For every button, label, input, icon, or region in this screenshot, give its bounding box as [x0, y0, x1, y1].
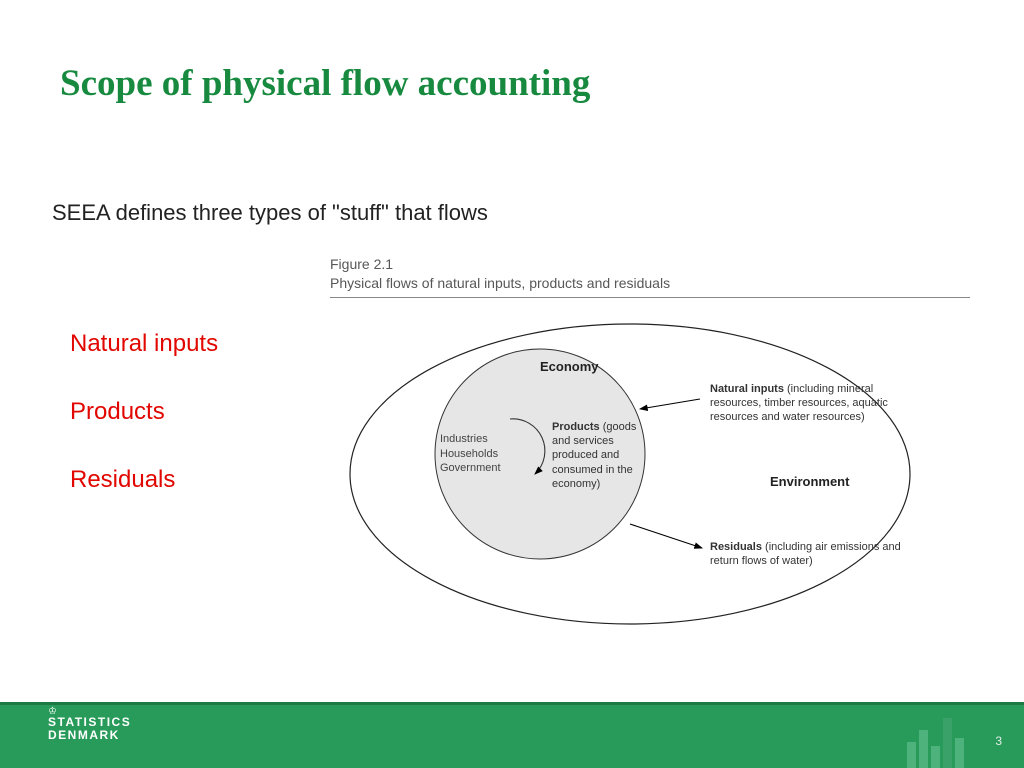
flow-diagram: Economy IndustriesHouseholdsGovernment P… — [330, 304, 970, 644]
footer-bars-icon — [907, 718, 964, 768]
natural-inputs-bold: Natural inputs — [710, 383, 784, 395]
flowtype-natural-inputs: Natural inputs — [70, 330, 218, 358]
footer-top-rule — [0, 702, 1024, 705]
residuals-bold: Residuals — [710, 541, 762, 553]
diagram-svg — [330, 304, 970, 644]
products-bold: Products — [552, 421, 600, 433]
slide: Scope of physical flow accounting SEEA d… — [0, 0, 1024, 768]
figure-region: Figure 2.1 Physical flows of natural inp… — [330, 255, 990, 644]
arrow-residuals — [630, 524, 702, 548]
natural-inputs-label: Natural inputs (including mineral resour… — [710, 382, 900, 425]
footer-bar: ♔ STATISTICS DENMARK 3 — [0, 702, 1024, 768]
subtitle-text: SEEA defines three types of "stuff" that… — [52, 200, 488, 226]
flowtype-residuals: Residuals — [70, 466, 218, 494]
footer-logo: STATISTICS DENMARK — [48, 716, 131, 742]
figure-caption: Figure 2.1 Physical flows of natural inp… — [330, 255, 990, 293]
page-title: Scope of physical flow accounting — [60, 62, 590, 105]
flowtype-products: Products — [70, 398, 218, 426]
products-label: Products (goods and services produced an… — [552, 420, 642, 491]
residuals-label: Residuals (including air emissions and r… — [710, 540, 910, 569]
arrow-natural-inputs — [640, 399, 700, 409]
figure-rule — [330, 297, 970, 298]
page-number: 3 — [995, 734, 1002, 748]
logo-line1: STATISTICS — [48, 715, 131, 729]
economy-title: Economy — [540, 359, 599, 374]
environment-label: Environment — [770, 474, 849, 489]
flow-types-list: Natural inputs Products Residuals — [70, 330, 218, 534]
figure-title: Physical flows of natural inputs, produc… — [330, 275, 670, 291]
economy-sectors: IndustriesHouseholdsGovernment — [440, 432, 510, 477]
logo-line2: DENMARK — [48, 728, 120, 742]
figure-number: Figure 2.1 — [330, 255, 990, 274]
